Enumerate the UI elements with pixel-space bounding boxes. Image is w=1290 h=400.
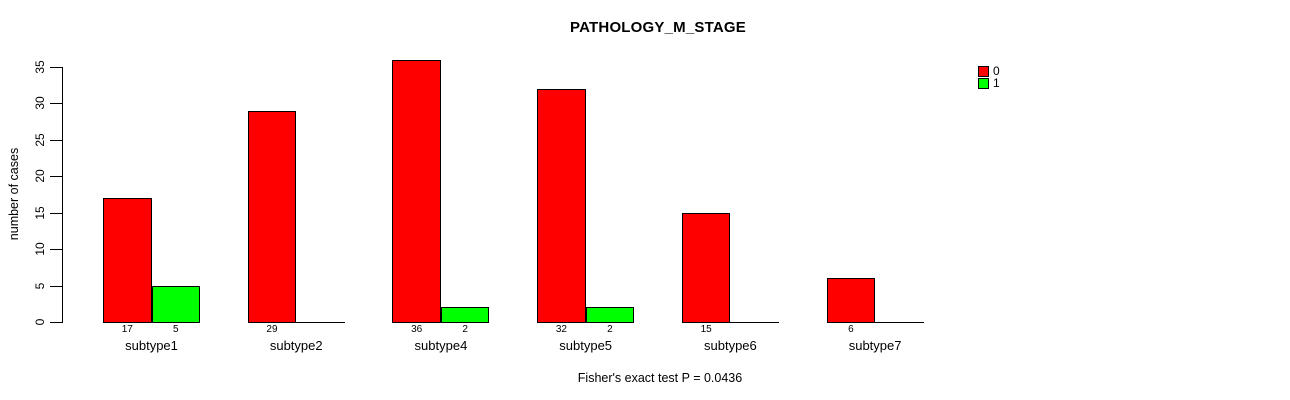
legend-label: 1: [993, 76, 1000, 90]
y-tick-label: 25: [33, 133, 47, 147]
y-axis-tick: [50, 67, 62, 68]
x-category-label: subtype6: [703, 338, 757, 353]
bar-subtype6-series0: [681, 212, 731, 323]
bar-subtype2-series0: [247, 110, 297, 323]
x-category-label: subtype5: [559, 338, 613, 353]
x-category-label: subtype2: [269, 338, 323, 353]
y-tick-label: 30: [33, 96, 47, 111]
x-category-label: subtype1: [125, 338, 178, 353]
bar-value-label: 5: [172, 324, 179, 335]
legend-swatch: [978, 78, 989, 89]
y-tick-label: 20: [33, 169, 47, 183]
bar-value-label: 32: [555, 324, 567, 335]
bar-value-label: 15: [700, 324, 712, 335]
bar-subtype5-series0: [537, 88, 586, 323]
y-axis-tick: [50, 285, 62, 287]
bar-value-label: 2: [607, 324, 613, 335]
y-tick-label: 35: [33, 60, 47, 74]
fisher-test-annotation: Fisher's exact test P = 0.0436: [577, 371, 743, 385]
legend-item-0: 0: [978, 64, 1000, 78]
x-category-label: subtype7: [848, 338, 902, 353]
bar-value-label: 2: [462, 324, 468, 335]
y-axis-tick: [50, 139, 62, 141]
x-baseline: [681, 322, 779, 323]
y-tick-label: 10: [33, 242, 47, 256]
y-tick-label: 0: [33, 318, 47, 326]
legend-label: 0: [993, 64, 1000, 78]
bar-value-label: 29: [266, 324, 278, 335]
y-axis-line: [62, 67, 63, 323]
bar-subtype1-series0: [103, 198, 152, 323]
bar-subtype4-series0: [392, 59, 441, 323]
y-tick-label: 5: [33, 282, 47, 289]
legend-swatch: [978, 66, 989, 77]
bar-subtype1-series1: [151, 285, 200, 323]
bar-subtype7-series0: [826, 278, 876, 323]
y-axis-tick: [50, 176, 62, 178]
y-axis-tick: [50, 103, 62, 105]
y-tick-label: 15: [33, 206, 47, 220]
y-axis-tick: [50, 249, 62, 251]
y-axis-tick: [50, 322, 62, 323]
legend-item-1: 1: [978, 76, 1000, 90]
x-baseline: [826, 322, 924, 323]
bar-subtype5-series1: [585, 307, 635, 323]
chart-title: PATHOLOGY_M_STAGE: [570, 19, 746, 36]
bar-value-label: 6: [848, 324, 854, 335]
bar-subtype4-series1: [440, 307, 490, 323]
bar-value-label: 17: [121, 324, 133, 335]
y-axis-tick: [50, 212, 62, 214]
x-baseline: [247, 322, 345, 323]
bar-value-label: 36: [411, 324, 423, 335]
x-category-label: subtype4: [414, 338, 468, 353]
